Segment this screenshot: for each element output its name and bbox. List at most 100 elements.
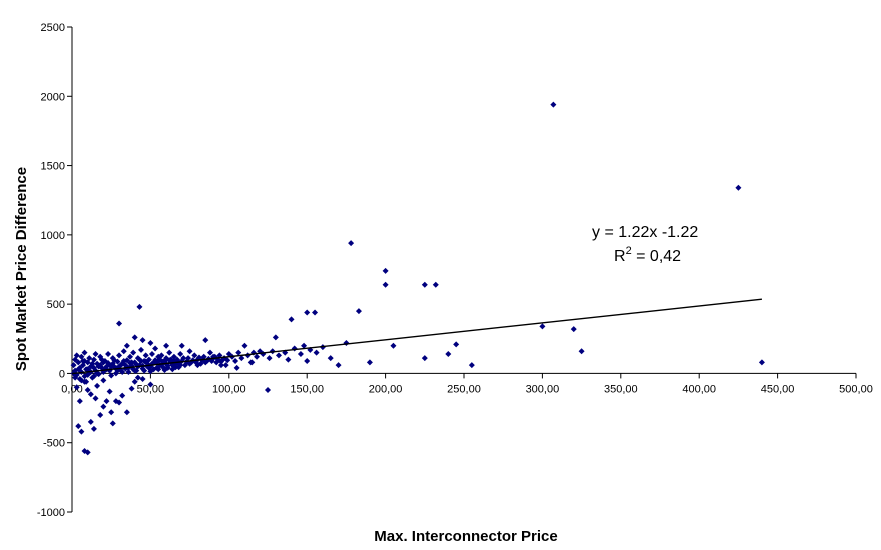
data-point xyxy=(222,362,229,369)
data-point xyxy=(125,369,132,376)
data-point xyxy=(166,349,173,356)
data-point xyxy=(186,348,193,355)
data-point xyxy=(120,348,127,355)
data-point xyxy=(382,267,389,274)
data-point xyxy=(266,355,273,362)
data-point xyxy=(139,375,146,382)
y-tick-label: 2500 xyxy=(41,22,65,34)
data-point xyxy=(166,357,173,364)
data-point xyxy=(94,382,101,389)
data-point xyxy=(254,353,261,360)
data-point xyxy=(570,326,577,333)
r-squared-label: R2 = 0,42 xyxy=(614,245,681,265)
data-point xyxy=(432,281,439,288)
data-point xyxy=(123,342,130,349)
data-point xyxy=(109,420,116,427)
x-tick-label: 450,00 xyxy=(761,383,795,395)
data-point xyxy=(288,316,295,323)
data-point xyxy=(238,355,245,362)
data-point xyxy=(247,359,254,366)
data-point xyxy=(134,374,141,381)
data-point xyxy=(180,355,187,362)
x-tick-label: 150,00 xyxy=(290,383,324,395)
data-point xyxy=(578,348,585,355)
y-tick-label: 1500 xyxy=(41,161,65,173)
data-point xyxy=(106,388,113,395)
x-tick-label: 100,00 xyxy=(212,383,246,395)
data-point xyxy=(100,377,107,384)
data-point xyxy=(355,308,362,315)
data-point xyxy=(84,387,91,394)
data-point xyxy=(163,342,170,349)
x-tick-label: 200,00 xyxy=(369,383,403,395)
data-point xyxy=(275,352,282,359)
data-point xyxy=(94,370,101,377)
y-tick-label: -500 xyxy=(43,438,65,450)
data-point xyxy=(116,352,123,359)
data-point xyxy=(108,409,115,416)
data-point xyxy=(73,384,80,391)
data-point xyxy=(72,374,79,381)
data-point xyxy=(539,323,546,330)
data-point xyxy=(78,428,85,435)
data-point xyxy=(70,362,77,369)
data-point xyxy=(312,309,319,316)
data-points xyxy=(70,101,765,456)
data-point xyxy=(90,425,97,432)
data-point xyxy=(224,357,231,364)
data-point xyxy=(217,358,224,365)
x-axis-ticks: 0,00 50,00 100,00 150,00 200,00 250,00 300,00 3… xyxy=(61,373,873,395)
data-point xyxy=(116,320,123,327)
data-point xyxy=(285,356,292,363)
data-point xyxy=(128,359,135,366)
data-point xyxy=(202,337,209,344)
data-point xyxy=(105,351,112,358)
data-point xyxy=(100,403,107,410)
data-point xyxy=(172,364,179,371)
data-point xyxy=(241,342,248,349)
data-point xyxy=(291,345,298,352)
y-tick-label: -1000 xyxy=(37,507,65,519)
r-squared-symbol: R xyxy=(614,248,626,265)
x-tick-label: 250,00 xyxy=(447,383,481,395)
data-point xyxy=(265,387,271,394)
data-point xyxy=(272,334,279,341)
y-tick-label: 2000 xyxy=(41,91,65,103)
r-squared-value: = 0,42 xyxy=(632,248,681,265)
data-point xyxy=(97,412,104,418)
y-tick-label: 500 xyxy=(47,299,65,311)
data-point xyxy=(141,367,148,374)
y-tick-label: 1000 xyxy=(41,230,65,242)
data-point xyxy=(76,398,83,405)
data-point xyxy=(142,352,149,359)
data-point xyxy=(81,349,88,356)
data-point xyxy=(139,337,146,344)
data-point xyxy=(103,363,110,370)
data-point xyxy=(155,366,162,373)
data-point xyxy=(235,349,242,356)
data-point xyxy=(335,362,342,369)
data-point xyxy=(421,355,428,362)
data-point xyxy=(156,356,163,363)
r-squared-superscript: 2 xyxy=(626,245,632,257)
x-tick-label: 400,00 xyxy=(682,383,716,395)
data-point xyxy=(108,372,115,379)
data-point xyxy=(75,366,82,373)
data-point xyxy=(550,101,557,108)
data-point xyxy=(191,352,198,359)
data-point xyxy=(109,360,116,367)
data-point xyxy=(131,334,138,341)
data-point xyxy=(87,418,94,425)
data-point xyxy=(83,378,90,385)
data-point xyxy=(348,240,355,247)
data-point xyxy=(390,342,397,349)
data-point xyxy=(131,378,138,385)
data-point xyxy=(75,423,82,430)
data-point xyxy=(130,349,137,356)
x-tick-label: 300,00 xyxy=(526,383,560,395)
x-tick-label: 350,00 xyxy=(604,383,638,395)
data-point xyxy=(327,355,334,362)
trendline xyxy=(71,298,762,375)
y-axis-ticks: -1000 -500 0 500 1000 1500 2000 2500 xyxy=(37,22,72,519)
